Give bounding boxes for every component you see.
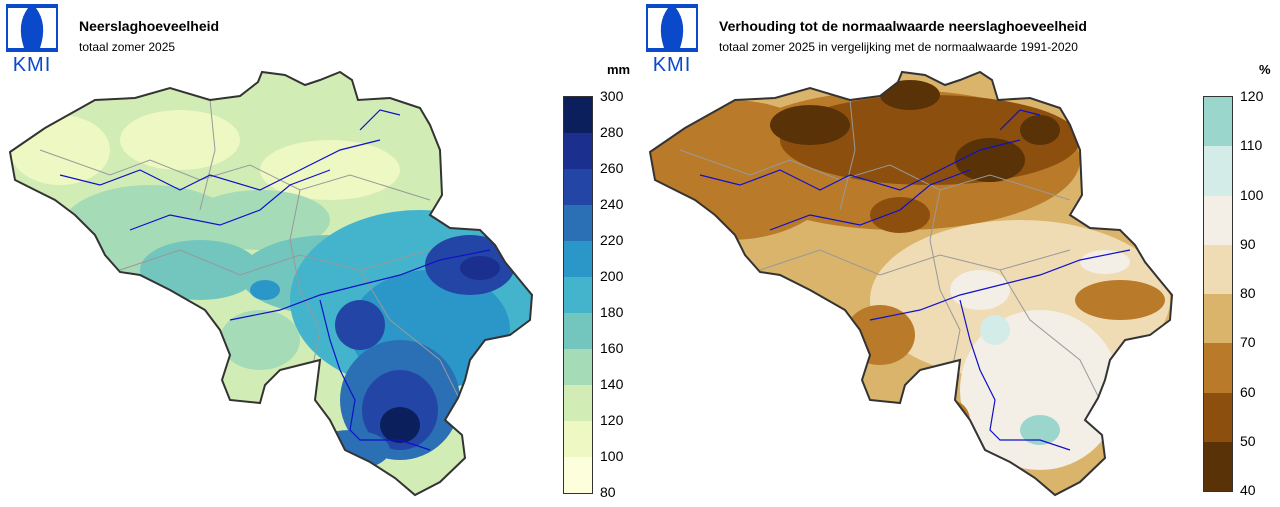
legend-tick-label: 60	[1240, 383, 1256, 400]
legend-tick-label: 80	[600, 484, 616, 500]
legend-swatch	[564, 349, 592, 385]
ratio-legend	[1203, 96, 1233, 492]
legend-tick-label: 240	[600, 196, 624, 212]
legend-swatch	[564, 421, 592, 457]
belgium-border	[648, 70, 1174, 497]
legend-tick-label: 110	[1240, 137, 1263, 154]
map-subtitle: totaal zomer 2025	[79, 40, 176, 54]
legend-swatch	[564, 97, 592, 133]
legend-swatch	[1204, 195, 1232, 245]
ratio-map	[648, 70, 1174, 497]
legend-tick-label: 260	[600, 160, 624, 176]
legend-tick-label: 50	[1240, 432, 1256, 449]
legend-tick-label: 120	[600, 412, 624, 428]
legend-tick-label: 70	[1240, 334, 1256, 351]
legend-tick-label: 300	[600, 88, 624, 104]
map-title: Neerslaghoeveelheid	[79, 18, 220, 34]
legend-tick-label: 160	[600, 340, 624, 356]
legend-tick-label: 140	[600, 376, 624, 392]
kmi-logo-icon	[6, 4, 58, 52]
kmi-logo: KMI	[646, 4, 698, 76]
legend-swatch	[564, 277, 592, 313]
legend-tick-label: 280	[600, 124, 624, 140]
legend-swatch	[564, 169, 592, 205]
legend-unit: %	[1259, 62, 1271, 77]
legend-swatch	[564, 457, 592, 493]
legend-swatch	[1204, 392, 1232, 442]
legend-swatch	[1204, 97, 1232, 147]
legend-unit: mm	[607, 62, 631, 77]
legend-swatch	[564, 385, 592, 421]
legend-swatch	[564, 241, 592, 277]
legend-tick-label: 90	[1240, 235, 1256, 252]
legend-tick-label: 220	[600, 232, 624, 248]
legend-swatch	[564, 133, 592, 169]
legend-tick-label: 100	[600, 448, 624, 464]
kmi-logo: KMI	[6, 4, 58, 76]
legend-swatch	[564, 313, 592, 349]
legend-tick-label: 200	[600, 268, 624, 284]
legend-swatch	[1204, 244, 1232, 294]
legend-tick-label: 80	[1240, 285, 1256, 301]
kmi-logo-icon	[646, 4, 698, 52]
legend-swatch	[1204, 343, 1232, 393]
map-title: Verhouding tot de normaalwaarde neerslag…	[719, 18, 1087, 34]
legend-swatch	[564, 205, 592, 241]
kmi-logo-text: KMI	[652, 54, 692, 76]
kmi-logo-text: KMI	[12, 54, 52, 76]
legend-tick-label: 40	[1240, 482, 1256, 498]
legend-tick-label: 120	[1240, 88, 1264, 104]
legend-swatch	[1204, 146, 1232, 196]
precipitation-panel: KMI Neerslaghoeveelheid totaal zomer 202…	[6, 4, 631, 500]
belgium-border	[8, 70, 534, 497]
precipitation-legend	[563, 96, 593, 494]
legend-tick-label: 180	[600, 304, 624, 320]
legend-tick-label: 100	[1240, 186, 1264, 203]
legend-swatch	[1204, 441, 1232, 491]
legend-swatch	[1204, 294, 1232, 344]
precipitation-map	[8, 70, 534, 497]
map-subtitle: totaal zomer 2025 in vergelijking met de…	[719, 40, 1078, 54]
ratio-panel: KMI Verhouding tot de normaalwaarde neer…	[640, 0, 1280, 507]
